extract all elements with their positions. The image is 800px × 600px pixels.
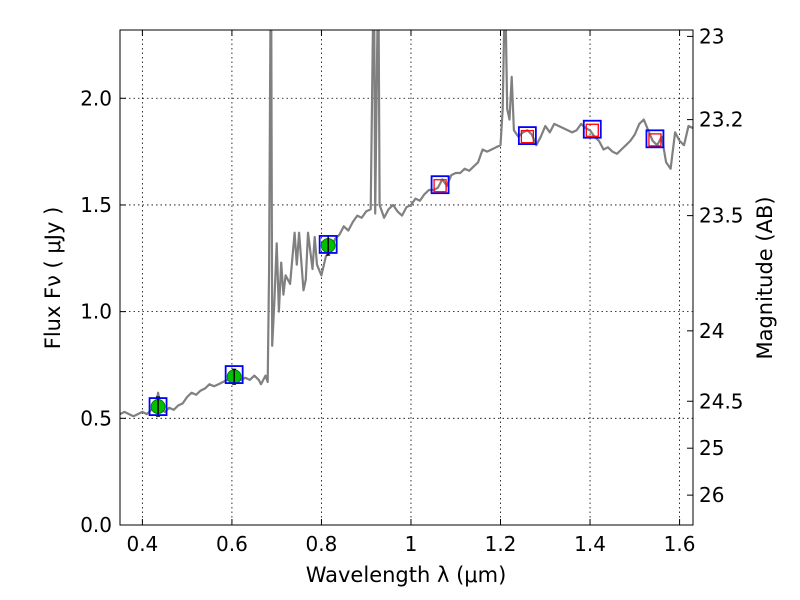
y2-tick-label: 23: [699, 24, 724, 48]
y2-axis-title: Magnitude (AB): [753, 196, 777, 359]
model-photometry-square: [645, 129, 665, 149]
model-photometry-square: [224, 365, 244, 384]
model-photometry-square: [318, 235, 338, 254]
ticks: 0.4 0.6 0.8 1 1.2 1.4 1.6 0.0 0.5 1.0 1.5 2.0 23 23.2…: [80, 24, 743, 556]
predicted-photometry-square: [585, 123, 599, 137]
predicted-photometry-square: [648, 133, 662, 147]
plot-area: [120, 30, 693, 525]
x-tick-label: 1.2: [485, 532, 517, 556]
x-axis-title: Wavelength λ (μm): [306, 563, 507, 587]
x-tick-label: 1.6: [664, 532, 696, 556]
x-tick-label: 1: [405, 532, 418, 556]
y-tick-label: 1.0: [80, 300, 112, 324]
y-tick-label: 1.5: [80, 193, 112, 217]
grid: [120, 30, 693, 526]
y-tick-label: 0.0: [80, 513, 112, 537]
model-photometry-square: [582, 119, 602, 139]
plot-frame: [119, 29, 694, 526]
y2-tick-label: 25: [699, 436, 724, 460]
model-photometry-square: [148, 397, 168, 416]
x-tick-label: 0.4: [126, 532, 158, 556]
y-tick-label: 2.0: [80, 86, 112, 110]
model-photometry-square: [517, 126, 537, 146]
model-photometry-square: [430, 175, 450, 195]
y-tick-label: 0.5: [80, 406, 112, 430]
predicted-photometry-square: [520, 130, 535, 144]
x-tick-label: 0.6: [216, 532, 248, 556]
y2-tick-label: 23.5: [699, 204, 744, 228]
series-group: [120, 30, 693, 418]
y-axis-title: Flux Fν ( μJy ): [41, 207, 65, 350]
y2-tick-label: 24: [699, 319, 724, 343]
y2-tick-label: 24.5: [699, 389, 744, 413]
predicted-photometry-square: [433, 179, 447, 193]
x-tick-label: 1.4: [574, 532, 606, 556]
x-tick-label: 0.8: [306, 532, 338, 556]
y2-tick-label: 23.2: [699, 108, 744, 132]
y2-tick-label: 26: [699, 483, 724, 507]
